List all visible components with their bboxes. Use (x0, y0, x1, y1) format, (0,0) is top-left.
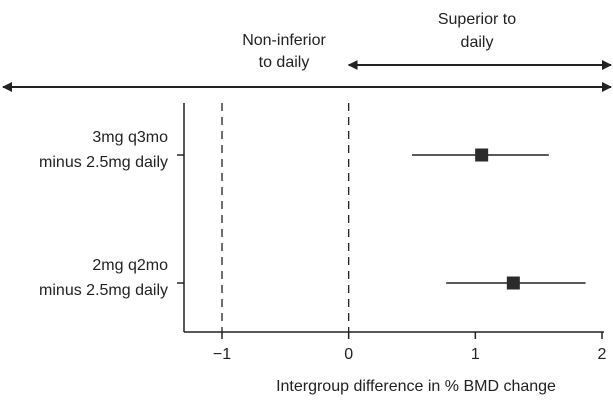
point-estimate-marker (475, 148, 489, 162)
non-inferior-label-line2: to daily (259, 54, 310, 71)
category-label: minus 2.5mg daily (39, 154, 168, 171)
x-tick-labels: −1 0 1 2 (213, 346, 607, 363)
forest-row: 2mg q2mo minus 2.5mg daily (39, 257, 586, 299)
x-tick-label: −1 (213, 346, 231, 363)
x-tick-label: 2 (598, 346, 607, 363)
superior-label-line2: daily (461, 34, 494, 51)
x-tick-label: 0 (344, 346, 353, 363)
x-axis-title: Intergroup difference in % BMD change (276, 378, 556, 395)
x-ticks (221, 332, 603, 339)
category-label: 2mg q2mo (92, 257, 168, 274)
category-label: 3mg q3mo (92, 129, 168, 146)
forest-rows: 3mg q3mo minus 2.5mg daily 2mg q2mo minus 2… (39, 129, 586, 299)
x-tick-label: 1 (471, 346, 480, 363)
superior-label-line1: Superior to (438, 11, 516, 28)
category-label: minus 2.5mg daily (39, 282, 168, 299)
reference-lines (221, 103, 350, 332)
non-inferior-label-line1: Non-inferior (242, 32, 326, 49)
forest-row: 3mg q3mo minus 2.5mg daily (39, 129, 549, 171)
point-estimate-marker (506, 276, 520, 290)
